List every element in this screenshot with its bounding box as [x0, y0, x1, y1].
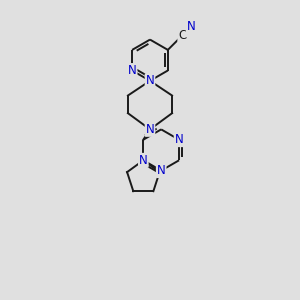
Text: C: C	[178, 29, 187, 42]
Text: N: N	[146, 123, 154, 136]
Text: N: N	[128, 64, 136, 77]
Text: N: N	[187, 20, 196, 33]
Text: N: N	[139, 154, 148, 167]
Text: N: N	[146, 74, 154, 87]
Text: N: N	[157, 164, 166, 177]
Text: N: N	[175, 133, 183, 146]
